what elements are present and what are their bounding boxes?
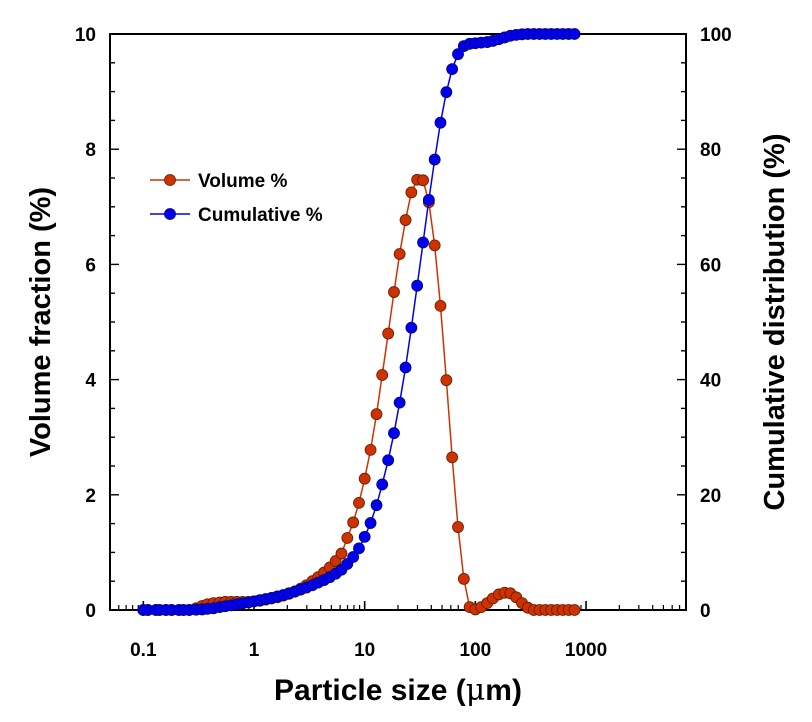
x-axis-title-main: Particle size ( [274,674,466,707]
x-axis-title-close: ) [512,674,522,707]
y2-tick-label: 60 [700,255,721,276]
data-point [422,193,435,206]
y-tick-label: 0 [85,601,96,622]
x-tick-label: 1000 [565,640,607,661]
data-point [341,532,354,544]
data-point [405,321,418,334]
data-point [347,516,360,529]
x-tick-label: 10 [354,640,375,661]
data-point [568,604,581,616]
x-tick-label: 100 [460,640,492,661]
data-point [411,279,424,292]
axis-ticks [109,33,687,611]
y2-tick-label: 100 [700,25,732,46]
data-point [440,374,453,387]
data-point [376,369,389,381]
data-point [405,186,418,199]
y-tick-label: 10 [75,25,96,46]
data-point [382,454,395,467]
legend-volume-label: Volume % [198,171,287,192]
x-axis-title-mu: μ [466,673,486,708]
data-point [399,361,412,374]
y2-axis-title: Cumulative distribution (%) [759,134,791,511]
data-point [452,48,464,61]
y2-tick-label: 80 [700,140,721,161]
y2-tick-label: 40 [700,371,721,392]
x-axis-title: Particle size (μm) [274,673,522,708]
x-tick-label: 1 [249,640,260,661]
y-axis-title: Volume fraction (%) [25,187,57,457]
data-point [388,427,400,440]
data-point [428,239,441,252]
plot-area-frame [109,33,687,611]
data-point [446,63,459,76]
data-point [393,396,406,409]
data-point [434,116,447,129]
data-point [370,499,383,512]
data-point [376,478,389,491]
data-point [364,443,377,456]
data-point [370,408,383,421]
data-point [353,496,365,509]
legend-cumulative-label: Cumulative % [198,205,323,226]
data-point [388,286,400,298]
data-point [393,248,406,260]
data-point [452,521,464,533]
data-point [382,327,395,340]
legend: Volume % Cumulative % [150,171,323,226]
data-point [364,517,377,529]
y-tick-label: 6 [85,255,96,276]
y-tick-label: 8 [85,140,96,161]
y-tick-label: 2 [85,486,96,507]
data-point [358,530,371,543]
x-tick-label: 0.1 [130,640,157,661]
data-point [399,214,412,226]
data-point [446,451,459,464]
data-point [428,153,441,166]
data-point [568,28,581,40]
data-point [335,547,348,560]
data-point [417,174,429,187]
data-point [457,573,470,585]
y2-tick-label: 20 [700,486,721,507]
data-point [358,472,371,485]
data-point [434,299,447,312]
cumulative-series [137,28,581,616]
legend-cumulative-marker [164,208,176,220]
data-point [353,542,365,555]
x-axis-title-m: m [485,674,512,707]
legend-volume-marker [164,174,176,186]
y-tick-label: 4 [85,371,96,392]
data-point [417,236,429,249]
data-point [440,86,453,99]
data-point [347,551,360,563]
y2-tick-label: 0 [700,601,711,622]
